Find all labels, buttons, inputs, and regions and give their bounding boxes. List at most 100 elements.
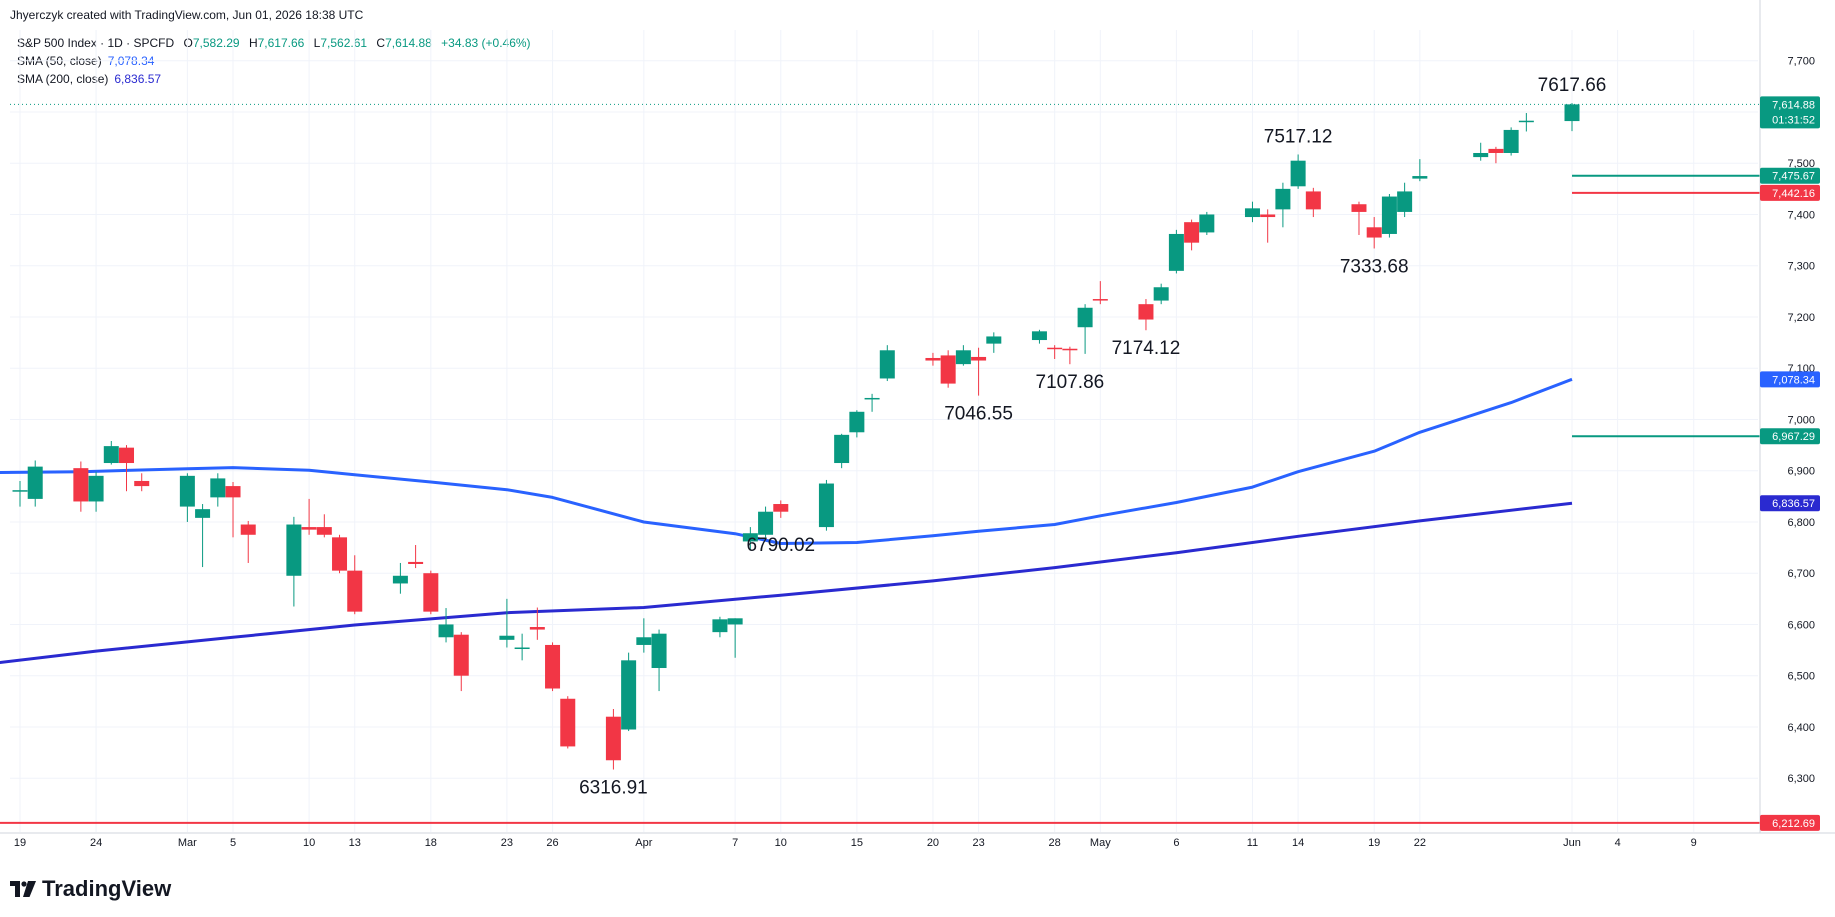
price-tick-label: 7,000 bbox=[1787, 414, 1815, 426]
candle bbox=[240, 520, 256, 563]
candle-body bbox=[1488, 148, 1504, 153]
candle-body bbox=[1473, 152, 1489, 158]
candle-body bbox=[1305, 191, 1321, 210]
price-label-bg bbox=[1760, 96, 1820, 129]
candle-body bbox=[879, 350, 895, 379]
candle bbox=[605, 709, 621, 770]
candle-body bbox=[1366, 227, 1382, 238]
candle-body bbox=[1031, 331, 1047, 341]
legend-sma200-value: 6,836.57 bbox=[114, 72, 162, 86]
candle bbox=[758, 506, 774, 538]
candle-body bbox=[1503, 129, 1519, 153]
candle bbox=[834, 433, 850, 469]
chart-gridlines bbox=[10, 30, 1758, 832]
candle bbox=[1351, 201, 1367, 235]
candle-body bbox=[1184, 222, 1200, 243]
candle bbox=[347, 555, 363, 615]
time-tick-label: 26 bbox=[546, 837, 558, 849]
candle bbox=[408, 545, 424, 569]
candle bbox=[514, 633, 530, 661]
price-label: 7,475.67 bbox=[1760, 167, 1820, 184]
candle-body bbox=[1062, 348, 1078, 351]
candle bbox=[1244, 201, 1260, 223]
price-annotation: 6316.91 bbox=[579, 778, 648, 799]
price-annotation: 7174.12 bbox=[1112, 338, 1181, 359]
price-annotation: 7107.86 bbox=[1036, 372, 1105, 393]
candle bbox=[1412, 159, 1428, 182]
legend-sma200-row[interactable]: SMA (200, close) 6,836.57 bbox=[17, 70, 531, 88]
price-tick-label: 6,300 bbox=[1787, 773, 1815, 785]
candle-body bbox=[727, 618, 743, 625]
time-axis[interactable]: 19 24 Mar 5 10 13 18 23 26 Apr 7 10 15 20 23 28 May 6 11 14… bbox=[0, 832, 1835, 849]
candle-body bbox=[316, 527, 332, 535]
price-annotations: 7617.66 7517.12 7333.68 7174.12 7107.86 7046.… bbox=[579, 75, 1606, 799]
candle bbox=[1397, 182, 1413, 218]
time-tick-label: 10 bbox=[303, 837, 315, 849]
candle bbox=[1062, 346, 1078, 365]
candle-body bbox=[1077, 307, 1093, 328]
candle-body bbox=[940, 355, 956, 384]
time-tick-label: 19 bbox=[1368, 837, 1380, 849]
candle-body bbox=[195, 509, 211, 518]
candle bbox=[423, 570, 439, 615]
time-tick-label: Mar bbox=[178, 837, 197, 849]
legend-low-label: L bbox=[313, 36, 321, 50]
time-tick-label: 10 bbox=[775, 837, 787, 849]
horizontal-lines bbox=[0, 103, 1760, 824]
candle-body bbox=[438, 624, 454, 638]
legend-sma200-label: SMA (200, close) bbox=[17, 72, 109, 86]
candle-body bbox=[134, 480, 150, 487]
candle-body bbox=[225, 486, 241, 498]
chart-legend: S&P 500 Index · 1D · SPCFD O7,582.29 H7,… bbox=[17, 34, 531, 88]
candle bbox=[560, 696, 576, 749]
candle bbox=[849, 410, 865, 438]
candle bbox=[103, 440, 119, 465]
candle-body bbox=[1138, 304, 1154, 320]
price-axis[interactable]: 6,300 6,400 6,500 6,600 6,700 6,800 6,900 7,000… bbox=[1759, 0, 1820, 833]
price-annotation: 7517.12 bbox=[1264, 126, 1333, 147]
candle bbox=[301, 498, 317, 535]
candle-body bbox=[347, 570, 363, 612]
time-tick-label: 28 bbox=[1049, 837, 1061, 849]
candle-body bbox=[1092, 299, 1108, 301]
candle-body bbox=[1199, 214, 1215, 233]
time-tick-label: 14 bbox=[1292, 837, 1304, 849]
price-tick-label: 7,400 bbox=[1787, 209, 1815, 221]
candle-body bbox=[545, 644, 561, 689]
candle bbox=[1488, 146, 1504, 164]
candle-body bbox=[1381, 196, 1397, 234]
price-label: 6,967.29 bbox=[1760, 428, 1820, 445]
time-tick-label: Apr bbox=[635, 837, 652, 849]
legend-change-value: +34.83 (+0.46%) bbox=[441, 36, 531, 50]
candle-body bbox=[773, 504, 789, 512]
candle-body bbox=[1275, 188, 1291, 210]
candle-body bbox=[971, 356, 987, 361]
time-tick-label: Jun bbox=[1563, 837, 1581, 849]
candle bbox=[225, 481, 241, 538]
tradingview-logo[interactable]: TradingView bbox=[10, 876, 171, 902]
candle bbox=[392, 562, 408, 594]
candle-body bbox=[1351, 204, 1367, 212]
candle bbox=[210, 473, 226, 507]
time-tick-label: 22 bbox=[1414, 837, 1426, 849]
time-tick-label: 5 bbox=[230, 837, 236, 849]
candle bbox=[1077, 304, 1093, 354]
legend-close-value: 7,614.88 bbox=[385, 36, 432, 50]
time-tick-label: 4 bbox=[1615, 837, 1621, 849]
price-label-value: 6,836.57 bbox=[1772, 498, 1815, 510]
price-tick-label: 6,700 bbox=[1787, 568, 1815, 580]
candle bbox=[286, 516, 302, 607]
price-label: 6,212.69 bbox=[1760, 814, 1820, 831]
candle-body bbox=[986, 336, 1002, 344]
candle bbox=[1092, 281, 1108, 305]
price-label-bg bbox=[1760, 495, 1820, 512]
legend-open-value: 7,582.29 bbox=[192, 36, 240, 50]
candle-body bbox=[88, 475, 104, 502]
time-tick-label: 13 bbox=[349, 837, 361, 849]
candle bbox=[1305, 187, 1321, 218]
price-label-value: 7,614.88 bbox=[1772, 99, 1815, 111]
candle-body bbox=[758, 511, 774, 535]
price-tick-label: 7,500 bbox=[1787, 158, 1815, 170]
candle-body bbox=[499, 635, 515, 640]
